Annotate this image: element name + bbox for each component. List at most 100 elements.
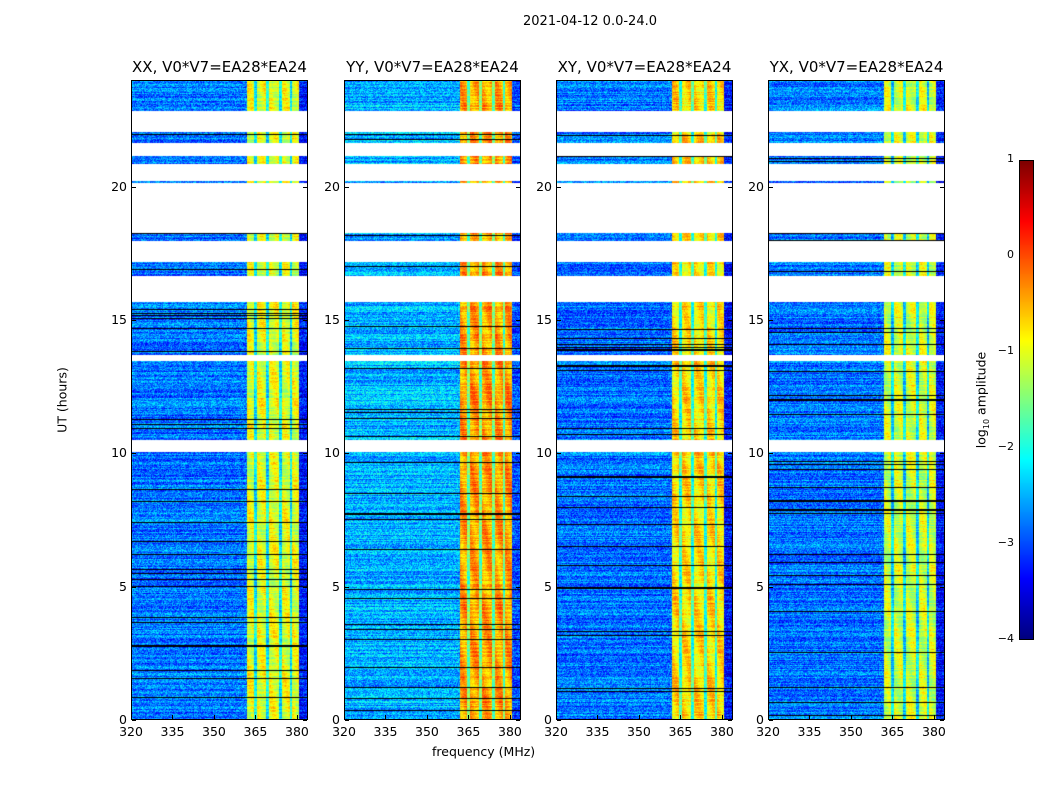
x-axis-label: frequency (MHz) (432, 744, 536, 759)
x-tick-label: 335 (160, 724, 185, 739)
colorbar-tick-label: −4 (997, 632, 1014, 645)
heatmap-panel (768, 80, 945, 720)
heatmap-panel (344, 80, 521, 720)
y-tick-label: 0 (119, 712, 127, 727)
x-tick-label: 350 (627, 724, 651, 739)
y-tick-mark (557, 186, 561, 188)
y-tick-mark (132, 586, 136, 588)
y-tick-label: 20 (536, 178, 552, 194)
x-tick-mark (721, 715, 723, 719)
x-tick-mark (213, 715, 215, 719)
x-tick-mark (933, 715, 935, 719)
x-tick-label: 365 (243, 724, 268, 739)
x-tick-label: 335 (585, 724, 610, 739)
colorbar-tick-label: −1 (997, 344, 1014, 357)
y-tick-label: 5 (544, 578, 552, 594)
y-tick-label: 20 (748, 178, 764, 194)
y-tick-mark (769, 586, 773, 588)
y-tick-mark (516, 586, 520, 588)
y-tick-label: 0 (544, 712, 552, 727)
panel-title: XY, V0*V7=EA28*EA24 (557, 58, 732, 76)
y-tick-mark (516, 186, 520, 188)
y-tick-mark (557, 586, 561, 588)
y-tick-mark (132, 320, 136, 321)
y-tick-label: 10 (748, 445, 764, 461)
y-tick-mark (132, 720, 136, 721)
y-tick-mark (132, 453, 136, 455)
y-tick-mark (940, 320, 944, 321)
y-tick-label: 5 (756, 578, 764, 594)
y-tick-mark (345, 453, 349, 455)
y-tick-mark (940, 453, 944, 455)
panel-title: XX, V0*V7=EA28*EA24 (132, 58, 307, 76)
x-tick-mark (509, 715, 511, 719)
x-tick-mark (597, 715, 599, 719)
y-tick-label: 10 (111, 445, 127, 461)
x-tick-mark (385, 715, 387, 719)
y-axis-label: UT (hours) (54, 367, 70, 433)
x-tick-label: 380 (710, 724, 734, 739)
x-tick-mark (131, 715, 132, 719)
x-tick-mark (344, 715, 345, 719)
x-tick-mark (892, 715, 894, 719)
y-tick-mark (345, 720, 349, 721)
colorbar-label: log10 amplitude (973, 352, 991, 448)
colorbar-tick-label: 0 (1007, 248, 1014, 261)
y-tick-mark (303, 186, 307, 188)
x-tick-label: 320 (544, 724, 568, 739)
y-tick-mark (728, 186, 732, 188)
y-tick-label: 15 (111, 312, 127, 327)
y-tick-mark (516, 453, 520, 455)
colorbar-tick-label: −3 (997, 536, 1014, 549)
x-tick-label: 320 (332, 724, 356, 739)
heatmap-image (769, 81, 944, 719)
y-tick-mark (516, 720, 520, 721)
y-tick-label: 5 (332, 578, 340, 594)
x-tick-label: 320 (756, 724, 780, 739)
y-tick-mark (557, 453, 561, 455)
x-tick-mark (426, 715, 428, 719)
x-tick-mark (768, 715, 769, 719)
figure-title: 2021-04-12 0.0-24.0 (523, 14, 657, 29)
x-tick-mark (850, 715, 852, 719)
x-tick-label: 335 (797, 724, 822, 739)
y-tick-mark (769, 720, 773, 721)
x-tick-label: 350 (415, 724, 439, 739)
y-tick-mark (345, 186, 349, 188)
y-tick-mark (345, 320, 349, 321)
heatmap-image (345, 81, 520, 719)
y-tick-mark (303, 453, 307, 455)
x-tick-label: 335 (373, 724, 398, 739)
y-tick-mark (728, 453, 732, 455)
y-tick-mark (132, 186, 136, 188)
y-tick-label: 10 (536, 445, 552, 461)
x-tick-label: 380 (285, 724, 309, 739)
y-tick-label: 15 (536, 312, 552, 327)
y-tick-label: 0 (756, 712, 764, 727)
y-tick-mark (557, 720, 561, 721)
y-tick-mark (303, 720, 307, 721)
y-tick-mark (940, 720, 944, 721)
x-tick-mark (172, 715, 174, 719)
y-tick-label: 0 (332, 712, 340, 727)
y-tick-mark (557, 320, 561, 321)
colorbar-tick-label: −2 (997, 440, 1014, 453)
colorbar-label-rest: amplitude (973, 351, 989, 419)
y-tick-mark (303, 586, 307, 588)
colorbar-tick-label: 1 (1007, 152, 1014, 165)
heatmap-panel (556, 80, 733, 720)
colorbar (1019, 160, 1034, 640)
x-tick-mark (680, 715, 682, 719)
y-tick-mark (728, 320, 732, 321)
y-tick-mark (769, 453, 773, 455)
x-tick-label: 380 (922, 724, 946, 739)
x-tick-mark (468, 715, 470, 719)
panel-title: YY, V0*V7=EA28*EA24 (346, 58, 519, 76)
x-tick-mark (809, 715, 811, 719)
x-tick-label: 365 (880, 724, 905, 739)
x-tick-mark (638, 715, 640, 719)
y-tick-mark (769, 186, 773, 188)
heatmap-panel (131, 80, 308, 720)
y-tick-mark (516, 320, 520, 321)
